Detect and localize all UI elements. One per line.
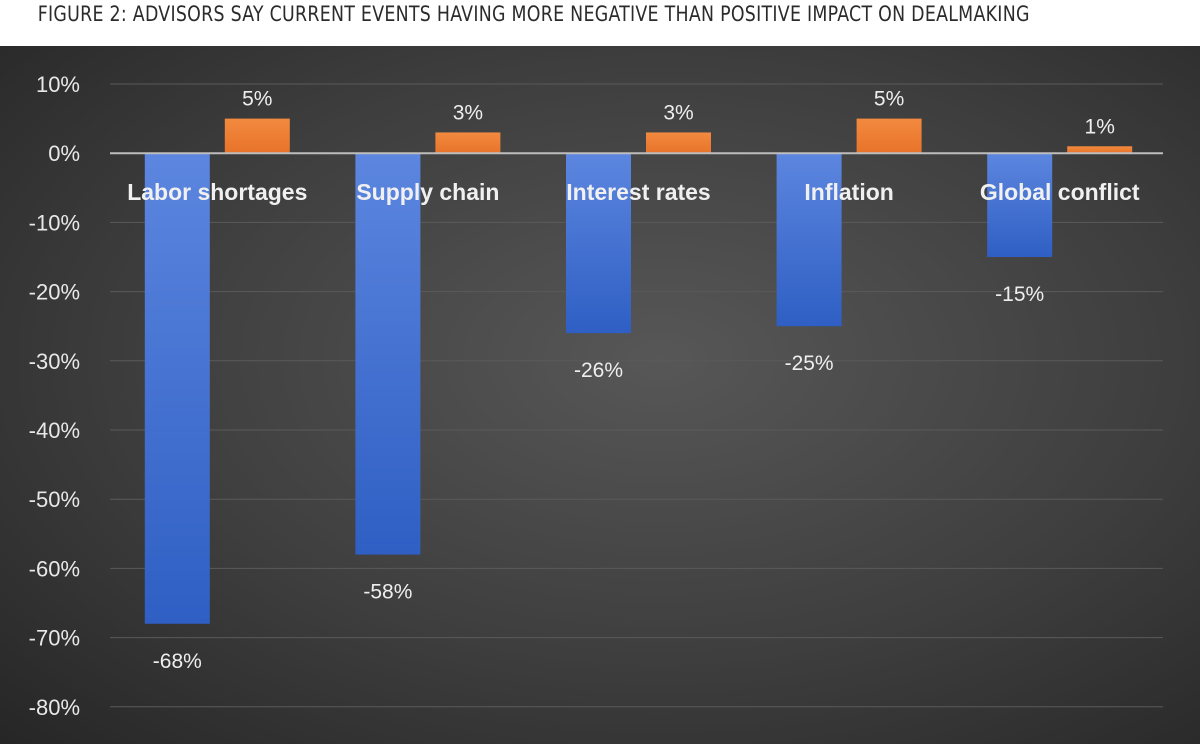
y-tick-label: -60%: [29, 556, 80, 581]
data-label-negative: -26%: [574, 359, 623, 382]
category-labels: Labor shortages Supply chain Interest rate…: [127, 179, 1140, 205]
data-label-positive: 5%: [242, 88, 272, 111]
category-label: Labor shortages: [127, 179, 307, 205]
category-label: Supply chain: [356, 179, 499, 205]
data-label-positive: 5%: [874, 88, 904, 111]
y-axis-tick-labels: 10% 0% -10% -20% -30% -40% -50% -60% -70% -80%: [29, 72, 80, 720]
bar-positive: [646, 132, 711, 154]
data-label-positive: 1%: [1085, 115, 1115, 138]
category-label: Inflation: [804, 179, 893, 205]
y-tick-label: -80%: [29, 695, 80, 720]
figure-title: FIGURE 2: ADVISORS SAY CURRENT EVENTS HA…: [37, 2, 1030, 26]
bar-negative: [144, 153, 210, 624]
bar-negative: [987, 153, 1053, 257]
bars: [144, 118, 1133, 624]
y-tick-label: -50%: [29, 487, 80, 512]
bar-positive: [435, 132, 501, 154]
category-label: Global conflict: [980, 179, 1140, 205]
bar-chart: 10% 0% -10% -20% -30% -40% -50% -60% -70% -80% -6…: [29, 72, 1163, 720]
y-tick-label: -40%: [29, 418, 80, 443]
y-tick-label: -70%: [29, 626, 80, 651]
y-tick-label: 10%: [36, 72, 80, 97]
data-label-negative: -68%: [153, 650, 202, 673]
y-tick-label: -30%: [29, 349, 80, 374]
bar-positive: [856, 118, 922, 154]
category-label: Interest rates: [566, 179, 710, 205]
y-tick-label: -20%: [29, 280, 80, 305]
gridlines: [110, 83, 1163, 708]
data-label-negative: -25%: [785, 352, 834, 375]
bar-positive: [224, 118, 290, 154]
data-label-positive: 3%: [663, 101, 693, 124]
bar-negative: [566, 153, 631, 334]
bar-negative: [355, 153, 421, 555]
bar-positive: [1067, 146, 1133, 154]
data-label-positive: 3%: [453, 101, 483, 124]
data-labels: -68% 5% -58% 3% -26% 3% -25% 5% -15% 1%: [153, 88, 1115, 673]
y-tick-label: 0%: [48, 141, 80, 166]
bar-negative: [776, 153, 842, 327]
chart-panel: 10% 0% -10% -20% -30% -40% -50% -60% -70% -80% -6…: [0, 46, 1200, 744]
y-tick-label: -10%: [29, 210, 80, 235]
data-label-negative: -58%: [363, 581, 412, 604]
data-label-negative: -15%: [995, 283, 1044, 306]
